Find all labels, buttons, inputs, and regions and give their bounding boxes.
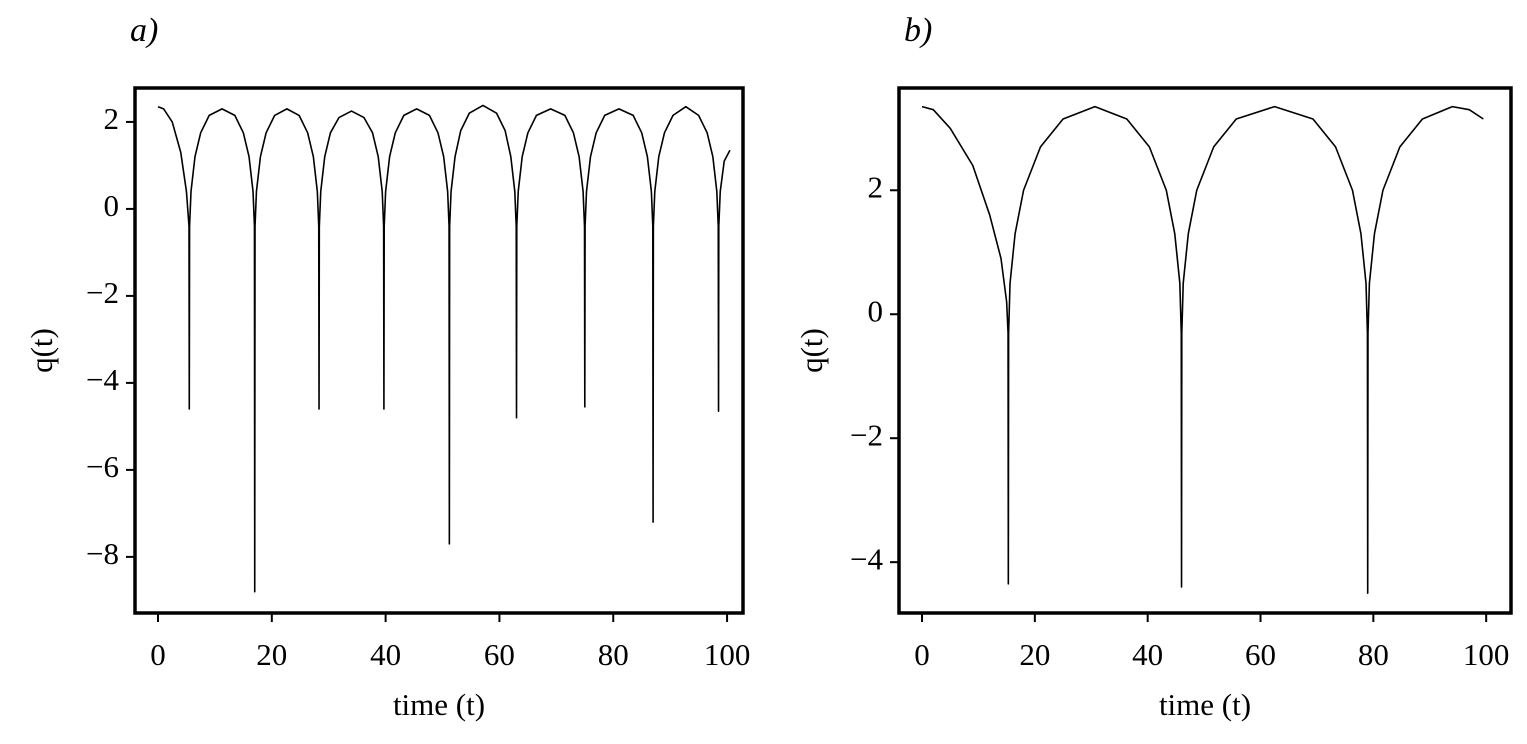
x-tick-label: 60 <box>484 637 515 672</box>
x-axis-label: time (t) <box>393 687 485 722</box>
x-axis-label: time (t) <box>1159 687 1251 722</box>
y-tick-label: −4 <box>850 541 883 576</box>
x-tick-label: 80 <box>1358 637 1389 672</box>
data-line <box>157 104 731 593</box>
y-axis-label: q(t) <box>24 328 59 373</box>
x-tick-label: 20 <box>1019 637 1050 672</box>
x-tick-label: 100 <box>1463 637 1510 672</box>
y-tick-label: −8 <box>86 536 119 571</box>
y-axis-label: q(t) <box>794 328 829 373</box>
data-line <box>921 105 1484 594</box>
x-tick-label: 20 <box>256 637 287 672</box>
axes-frame <box>133 86 745 615</box>
x-tick-label: 0 <box>914 637 930 672</box>
axes-frame <box>897 86 1513 615</box>
x-tick-label: 40 <box>1132 637 1163 672</box>
x-tick-label: 80 <box>598 637 629 672</box>
y-tick-label: 2 <box>104 101 120 136</box>
y-tick-label: 2 <box>868 169 884 204</box>
y-tick-label: 0 <box>868 293 884 328</box>
panel-title: b) <box>904 12 932 49</box>
y-tick-label: −4 <box>86 362 119 397</box>
panel-title: a) <box>130 12 158 49</box>
y-tick-label: −2 <box>850 417 883 452</box>
x-tick-label: 0 <box>150 637 166 672</box>
x-tick-label: 100 <box>704 637 751 672</box>
y-tick-label: 0 <box>104 188 120 223</box>
x-tick-label: 60 <box>1245 637 1276 672</box>
y-tick-label: −6 <box>86 449 119 484</box>
y-tick-label: −2 <box>86 275 119 310</box>
x-tick-label: 40 <box>370 637 401 672</box>
